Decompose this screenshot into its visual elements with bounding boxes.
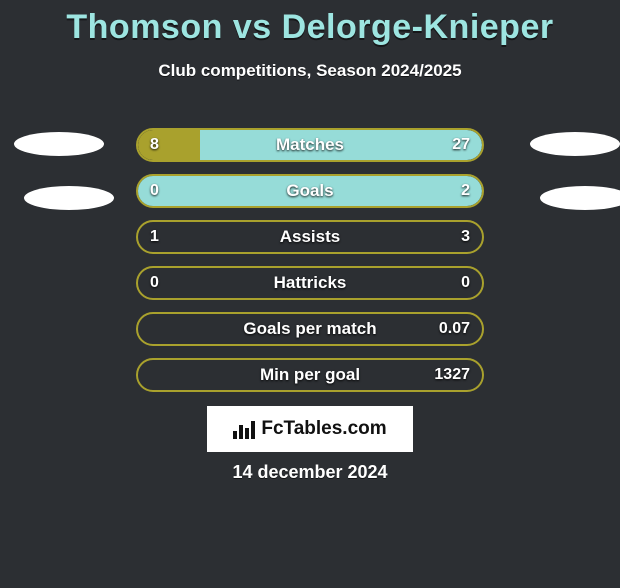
comparison-bars: 827Matches 02Goals 13Assists 00Hattricks 0.0… [136, 128, 484, 404]
bar-label: Goals [138, 181, 482, 201]
page-title: Thomson vs Delorge-Knieper [0, 8, 620, 47]
bar-row: 13Assists [136, 220, 484, 254]
bar-label: Assists [138, 227, 482, 247]
subtitle: Club competitions, Season 2024/2025 [0, 61, 620, 81]
avatar-left-1 [14, 132, 104, 156]
bar-label: Goals per match [138, 319, 482, 339]
bar-row: 827Matches [136, 128, 484, 162]
logo-text: FcTables.com [261, 418, 386, 440]
bar-label: Matches [138, 135, 482, 155]
bar-label: Min per goal [138, 365, 482, 385]
date-label: 14 december 2024 [0, 462, 620, 483]
bar-row: 1327Min per goal [136, 358, 484, 392]
bars-icon [233, 419, 255, 439]
bar-row: 02Goals [136, 174, 484, 208]
bar-row: 0.07Goals per match [136, 312, 484, 346]
avatar-left-2 [24, 186, 114, 210]
bar-row: 00Hattricks [136, 266, 484, 300]
logo-box: FcTables.com [207, 406, 413, 452]
bar-label: Hattricks [138, 273, 482, 293]
avatar-right-1 [530, 132, 620, 156]
avatar-right-2 [540, 186, 620, 210]
